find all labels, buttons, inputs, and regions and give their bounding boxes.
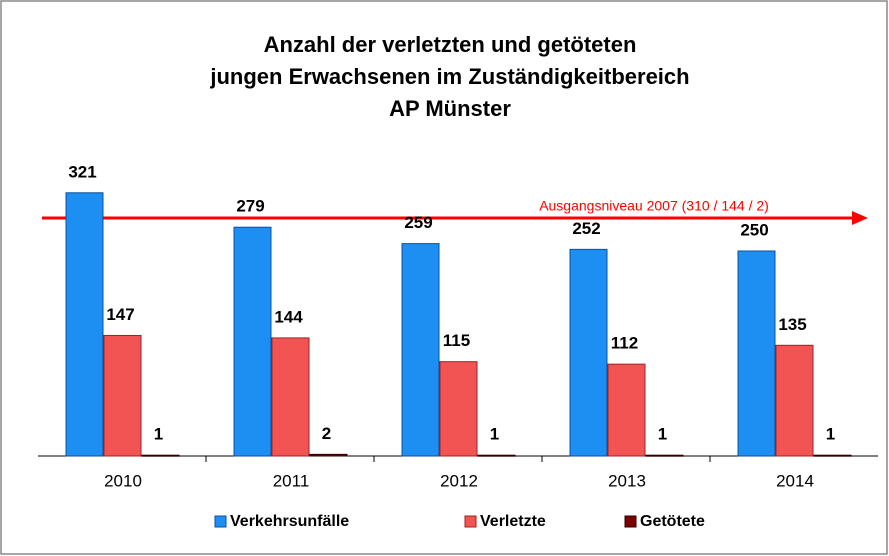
value-label: 115 <box>443 331 470 350</box>
x-tick-label: 2011 <box>273 471 310 490</box>
bar <box>607 363 646 457</box>
legend-swatch <box>624 515 637 528</box>
arrow-head <box>852 211 868 225</box>
x-tick-label: 2010 <box>104 471 142 490</box>
value-label: 321 <box>68 162 96 181</box>
bar <box>569 248 608 457</box>
bar <box>309 453 348 457</box>
legend-swatch <box>464 515 477 528</box>
value-label: 112 <box>611 334 638 353</box>
bar <box>775 344 814 457</box>
value-label: 279 <box>236 197 264 216</box>
legend-label: Verkehrsunfälle <box>230 513 349 530</box>
value-label: 259 <box>404 213 432 232</box>
value-label: 1 <box>658 425 667 444</box>
bar <box>439 361 478 457</box>
bar <box>233 226 272 457</box>
value-label: 2 <box>322 424 331 443</box>
value-label: 135 <box>778 315 806 334</box>
value-label: 1 <box>826 425 835 444</box>
value-label: 147 <box>106 305 134 324</box>
bar <box>65 192 104 457</box>
value-label: 252 <box>572 219 600 238</box>
bar <box>401 243 440 457</box>
x-tick-label: 2012 <box>440 471 478 490</box>
chart-title: Anzahl der verletzten und getöteten <box>264 32 637 57</box>
chart-title: jungen Erwachsenen im Zuständigkeitberei… <box>209 64 689 89</box>
bar <box>141 454 180 457</box>
value-label: 144 <box>274 307 303 326</box>
annotation: Ausgangsniveau 2007 (310 / 144 / 2) <box>539 198 769 214</box>
bar <box>103 334 142 457</box>
value-label: 1 <box>154 425 163 444</box>
x-tick-label: 2013 <box>608 471 646 490</box>
legend-label: Getötete <box>640 513 705 530</box>
value-label: 250 <box>740 220 768 239</box>
bar <box>477 454 516 457</box>
bar <box>813 454 852 457</box>
legend-swatch <box>214 515 227 528</box>
x-tick-label: 2014 <box>776 471 814 490</box>
bar <box>645 454 684 457</box>
bar <box>271 337 310 457</box>
bar <box>737 250 776 457</box>
value-label: 1 <box>490 425 499 444</box>
legend-label: Verletzte <box>480 513 546 530</box>
chart-title: AP Münster <box>389 96 511 121</box>
